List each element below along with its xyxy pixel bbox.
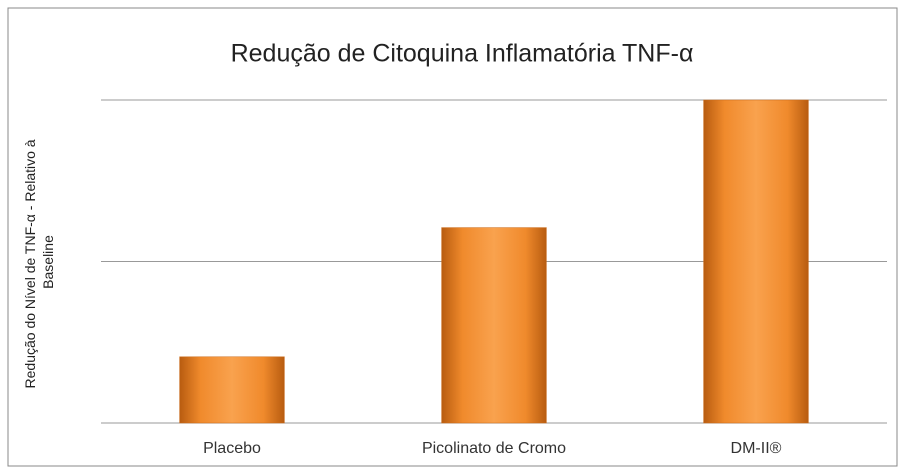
y-axis-label-line: Redução do Nível de TNF-α - Relativo à [22,139,38,388]
bar [703,99,809,424]
x-tick-label: Picolinato de Cromo [422,440,566,457]
x-tick-label: DM-II® [731,440,782,457]
y-axis-label-line: Baseline [40,235,56,289]
bar [441,227,547,424]
chart-title: Redução de Citoquina Inflamatória TNF-α [231,40,694,68]
y-axis-label: Redução do Nível de TNF-α - Relativo à B… [22,136,56,389]
x-tick-label: Placebo [203,440,261,457]
bar [179,356,285,424]
